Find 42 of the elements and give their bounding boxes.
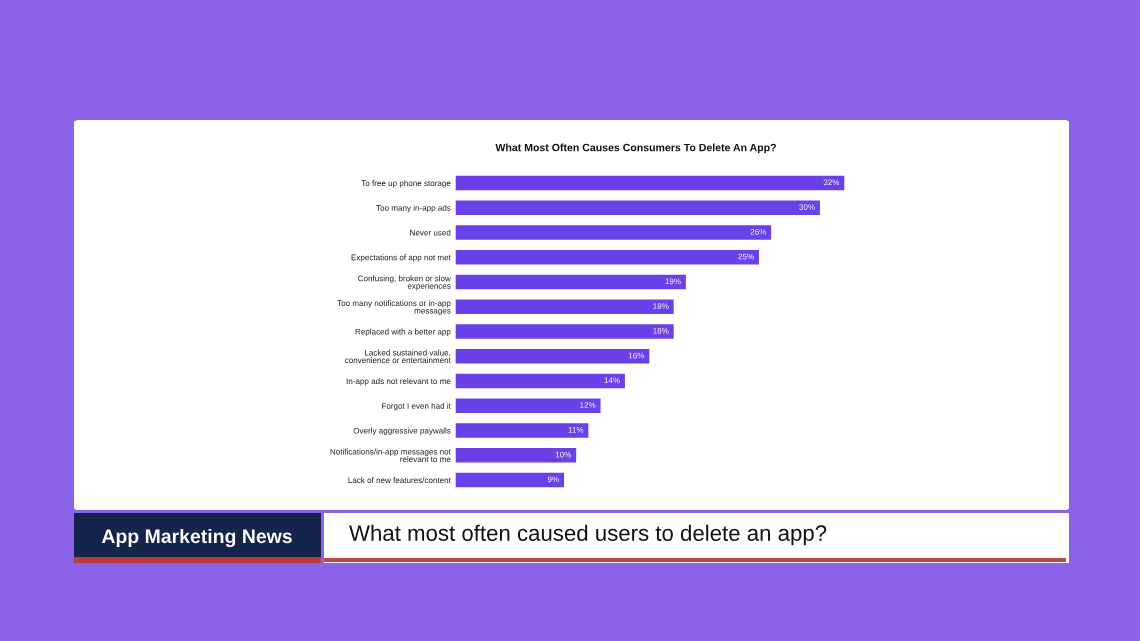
data-label: 18% bbox=[653, 327, 669, 334]
bar bbox=[455, 273, 688, 291]
y-tick-label: Too many notifications or in-app messages bbox=[337, 300, 451, 316]
y-tick-label: Forgot I even had it bbox=[382, 402, 451, 411]
text: App Marketing News bbox=[101, 528, 292, 548]
bar bbox=[455, 248, 761, 266]
data-label: 12% bbox=[580, 402, 596, 408]
bar bbox=[455, 198, 822, 217]
text: What most often caused users to delete an app? bbox=[349, 524, 827, 546]
chart-title: What Most Often Causes Consumers To Delete An App? bbox=[495, 143, 776, 154]
bar bbox=[455, 298, 676, 316]
bar bbox=[455, 372, 627, 390]
y-tick-label: Overly aggressive paywalls bbox=[353, 427, 451, 436]
y-tick-label: In-app ads not relevant to me bbox=[346, 378, 451, 386]
data-label: 25% bbox=[738, 253, 754, 260]
y-tick-label: To free up phone storage bbox=[361, 180, 451, 188]
y-tick-label: Replaced with a better app bbox=[355, 328, 451, 337]
y-tick-label: Notifications/in-app messages not relevant to me bbox=[330, 448, 451, 463]
bar bbox=[455, 174, 845, 192]
y-tick-label: Too many in-app ads bbox=[376, 204, 451, 213]
data-label: 19% bbox=[665, 278, 681, 285]
bar bbox=[455, 397, 602, 415]
bar bbox=[455, 446, 578, 465]
data-label: 9% bbox=[547, 476, 559, 483]
data-label: 14% bbox=[604, 377, 620, 384]
bar bbox=[455, 223, 773, 242]
data-label: 18% bbox=[653, 303, 669, 309]
data-label: 30% bbox=[799, 204, 815, 210]
bar bbox=[455, 347, 651, 365]
y-tick-label: Lack of new features/content bbox=[348, 477, 451, 484]
bar bbox=[455, 322, 676, 341]
data-label: 11% bbox=[568, 427, 584, 433]
y-tick-label: Expectations of app not met bbox=[351, 254, 451, 262]
y-tick-label: Never used bbox=[410, 229, 451, 236]
bar bbox=[455, 471, 566, 489]
data-label: 32% bbox=[823, 179, 840, 186]
bar bbox=[455, 421, 590, 440]
y-tick-label: Confusing, broken or slow experiences bbox=[358, 275, 451, 291]
data-label: 16% bbox=[628, 352, 645, 359]
y-tick-label: Lacked sustained value, convenience or entertainment bbox=[345, 349, 451, 364]
data-label: 26% bbox=[750, 228, 767, 235]
data-label: 10% bbox=[555, 451, 572, 458]
